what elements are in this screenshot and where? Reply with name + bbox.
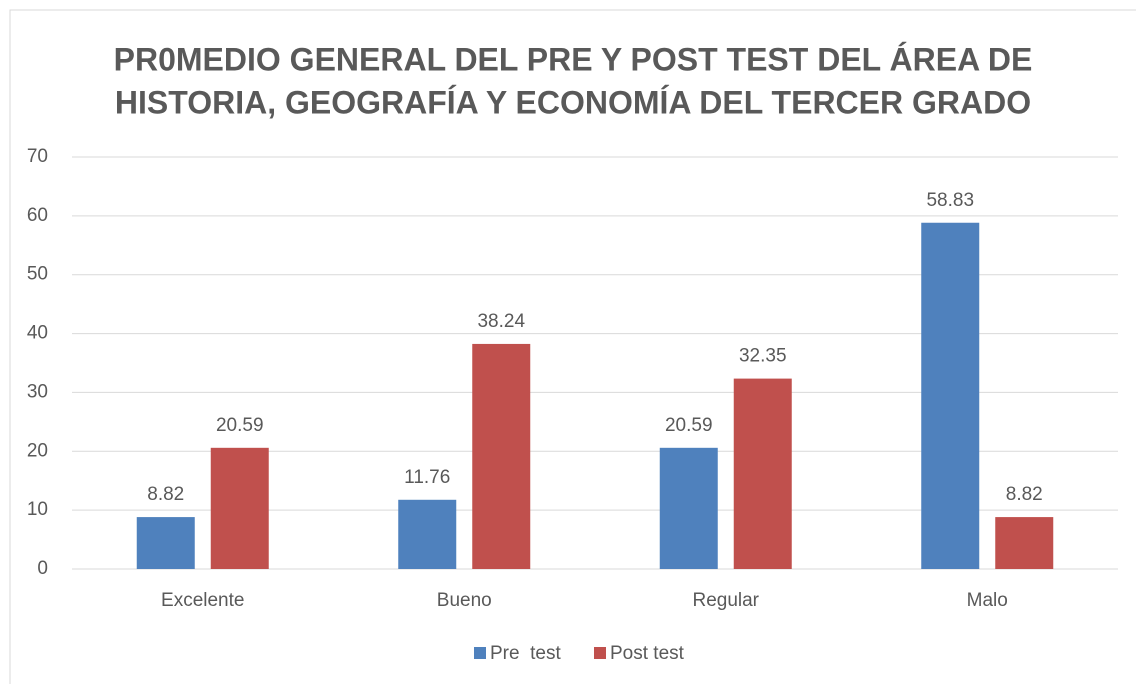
y-tick-label: 0 (37, 558, 48, 579)
bar (995, 517, 1054, 569)
y-tick-label: 50 (27, 264, 48, 285)
bar (210, 447, 269, 569)
data-label: 20.59 (665, 415, 713, 436)
bar (733, 378, 792, 569)
data-label: 20.59 (216, 415, 264, 436)
y-tick-label: 20 (27, 440, 48, 461)
x-tick-label: Bueno (437, 590, 492, 611)
data-label: 11.76 (404, 467, 450, 488)
x-tick-label: Malo (967, 590, 1008, 611)
data-label: 38.24 (477, 311, 525, 332)
y-tick-label: 60 (27, 205, 48, 226)
bar (659, 447, 718, 569)
y-tick-label: 30 (27, 381, 48, 402)
legend-label: Pre test (490, 643, 561, 664)
chart-title: HISTORIA, GEOGRAFÍA Y ECONOMÍA DEL TERCE… (115, 84, 1031, 120)
legend-swatch (594, 647, 606, 659)
data-label: 8.82 (1006, 484, 1043, 505)
bar (398, 499, 457, 569)
bar (472, 343, 531, 569)
y-tick-label: 10 (27, 499, 48, 520)
y-tick-label: 40 (27, 323, 48, 344)
y-tick-label: 70 (27, 146, 48, 167)
x-tick-label: Excelente (161, 590, 244, 611)
data-label: 8.82 (147, 484, 184, 505)
legend-swatch (474, 647, 486, 659)
legend-label: Post test (610, 643, 685, 664)
bar (921, 222, 980, 570)
data-label: 58.83 (926, 190, 974, 211)
x-tick-label: Regular (692, 590, 759, 611)
data-label: 32.35 (739, 346, 787, 367)
bar (136, 517, 195, 569)
chart-title: PR0MEDIO GENERAL DEL PRE Y POST TEST DEL… (114, 41, 1033, 77)
